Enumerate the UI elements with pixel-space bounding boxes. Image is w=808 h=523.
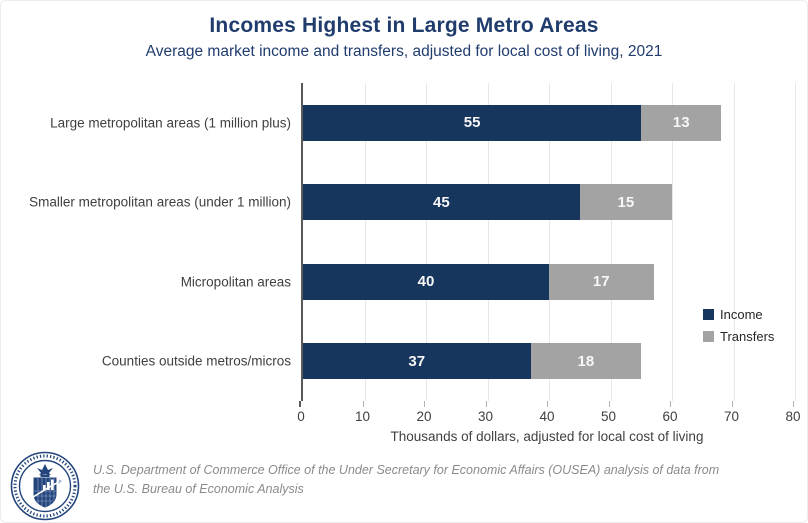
x-tick-label: 0 [297, 409, 305, 424]
legend: Income Transfers [703, 307, 774, 344]
bar-row: 55 13 [303, 104, 722, 141]
legend-item-transfers: Transfers [703, 329, 774, 344]
footer: U.S. Department of Commerce Office of th… [9, 449, 789, 521]
page-title: Incomes Highest in Large Metro Areas [209, 14, 599, 37]
bar-segment-income: 40 [303, 263, 549, 300]
commerce-seal-icon [10, 451, 80, 521]
x-tick-mark [485, 401, 487, 407]
gridline [610, 83, 612, 401]
bar-value-label: 37 [408, 352, 426, 370]
legend-item-income: Income [703, 307, 774, 322]
legend-label: Income [720, 307, 763, 322]
bar-value-label: 15 [617, 193, 635, 211]
bar-segment-transfers: 17 [549, 263, 654, 300]
bar-value-label: 18 [577, 352, 595, 370]
x-tick-mark [670, 401, 671, 407]
gridline [733, 83, 735, 401]
source-text: U.S. Department of Commerce Office of th… [93, 463, 720, 497]
gridline [487, 83, 489, 401]
category-label: Large metropolitan areas (1 million plus… [50, 115, 291, 131]
gridline [795, 83, 796, 401]
x-tick-label: 10 [354, 409, 371, 424]
category-label: Counties outside metros/micros [101, 353, 291, 369]
x-tick-label: 20 [416, 409, 432, 424]
bar-segment-income: 45 [303, 184, 580, 221]
bar-value-label: 40 [417, 273, 435, 291]
bar-segment-income: 37 [303, 343, 531, 380]
gridline [426, 83, 427, 401]
category-labels: Large metropolitan areas (1 million plus… [1, 83, 291, 401]
plot-area: 55 13 45 15 40 17 37 18 [301, 83, 796, 401]
gridline [364, 83, 366, 401]
bar-row: 40 17 [303, 263, 654, 300]
legend-swatch-icon [703, 309, 714, 320]
x-tick-label: 70 [723, 409, 740, 424]
x-tick-mark [731, 401, 733, 407]
x-tick-label: 30 [477, 409, 494, 424]
bar-segment-transfers: 13 [641, 104, 722, 141]
gridline [672, 83, 673, 401]
bar-segment-transfers: 15 [579, 184, 672, 221]
x-tick-mark [547, 401, 548, 407]
bar-value-label: 45 [433, 193, 450, 211]
x-axis-title: Thousands of dollars, adjusted for local… [390, 429, 704, 444]
bar-segment-transfers: 18 [530, 343, 642, 380]
chart-subtitle: Average market income and transfers, adj… [145, 43, 663, 60]
x-tick-mark [424, 401, 425, 407]
bar-value-label: 17 [592, 273, 610, 291]
gridline [549, 83, 550, 401]
bar-segment-income: 55 [303, 104, 642, 141]
bar-row: 37 18 [303, 343, 642, 380]
x-axis-ticks: 0 10 20 30 40 50 60 70 80 [297, 401, 801, 427]
bar-row: 45 15 [303, 184, 672, 221]
x-tick-label: 60 [662, 409, 678, 424]
x-tick-mark [299, 401, 301, 407]
x-tick-mark [608, 401, 610, 407]
legend-swatch-icon [703, 331, 714, 342]
legend-label: Transfers [720, 329, 775, 344]
x-tick-mark [362, 401, 364, 407]
x-tick-label: 40 [539, 409, 555, 424]
x-tick-label: 50 [600, 409, 617, 424]
category-label: Smaller metropolitan areas (under 1 mill… [29, 194, 291, 210]
category-label: Micropolitan areas [180, 274, 291, 290]
bar-value-label: 13 [672, 114, 690, 132]
bar-value-label: 55 [463, 114, 481, 132]
x-tick-mark [793, 401, 794, 407]
x-tick-label: 80 [785, 409, 801, 424]
